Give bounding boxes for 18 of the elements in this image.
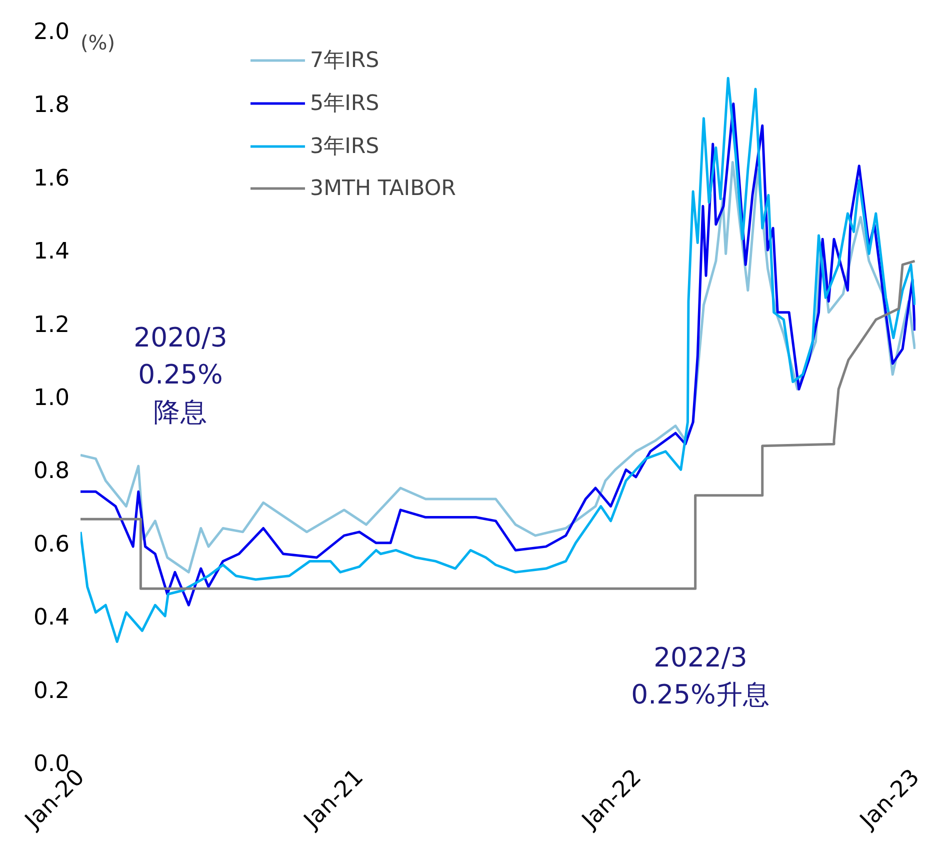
y-tick-label: 0.4 [33,604,70,631]
annotation: 2020/3 0.25% 降息 [134,322,228,428]
y-tick-label: 1.0 [33,385,70,411]
y-tick-label: 1.8 [33,92,70,118]
line-series [80,260,916,590]
y-tick-label: 0.8 [33,458,70,484]
y-tick-label: 0.2 [33,678,70,704]
annotation: 2022/3 0.25%升息 [631,642,770,711]
y-tick-label: 1.4 [33,238,70,265]
y-axis-title: (%) [80,30,116,54]
legend-label: 3MTH TAIBOR [310,174,456,202]
y-tick-label: 0.6 [33,531,70,558]
legend-label: 7年IRS [310,47,380,74]
y-tick-label: 1.6 [33,165,70,192]
y-tick-label: 2.0 [33,19,70,45]
legend-label: 3年IRS [310,133,380,160]
legend-label: 5年IRS [310,90,380,117]
y-tick-label: 1.2 [33,312,70,338]
